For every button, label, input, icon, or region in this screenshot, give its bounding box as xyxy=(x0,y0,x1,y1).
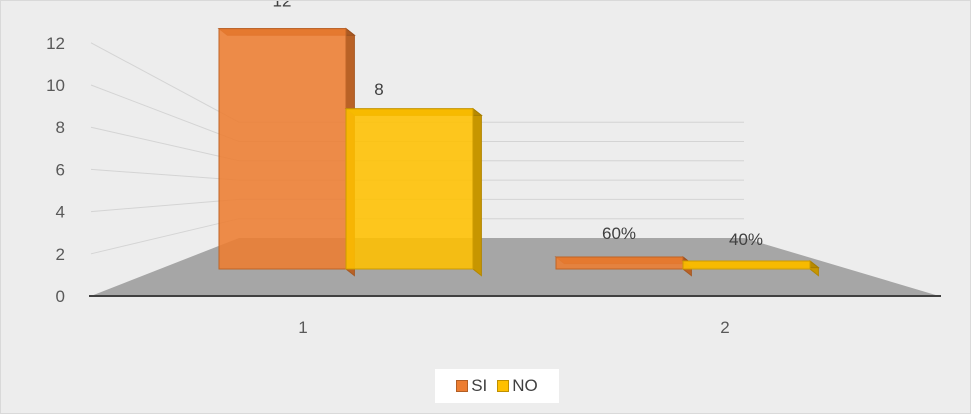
legend-label-si: SI xyxy=(471,376,488,395)
data-label: 12 xyxy=(273,1,292,11)
data-label: 8 xyxy=(374,80,383,99)
bar xyxy=(555,256,684,270)
y-tick-label: 10 xyxy=(46,76,65,95)
x-tick-label: 1 xyxy=(298,318,307,337)
y-tick-label: 0 xyxy=(56,287,65,306)
y-tick-label: 4 xyxy=(56,203,65,222)
bar-side-face xyxy=(472,107,482,277)
legend-swatch-no xyxy=(497,380,510,392)
legend-item-si: SI xyxy=(456,376,487,396)
bar xyxy=(682,260,811,270)
legend-item-no: NO xyxy=(497,376,538,396)
legend-label-no: NO xyxy=(512,376,538,395)
bar xyxy=(218,28,347,270)
chart-legend: SI NO xyxy=(435,369,559,403)
y-tick-label: 6 xyxy=(56,160,65,179)
bar xyxy=(345,108,474,270)
legend-swatch-si xyxy=(456,380,469,392)
y-tick-label: 2 xyxy=(56,245,65,264)
data-label: 60% xyxy=(602,224,636,243)
x-tick-label: 2 xyxy=(720,318,729,337)
data-label: 40% xyxy=(729,230,763,249)
y-tick-label: 8 xyxy=(56,118,65,137)
y-tick-label: 12 xyxy=(46,34,65,53)
